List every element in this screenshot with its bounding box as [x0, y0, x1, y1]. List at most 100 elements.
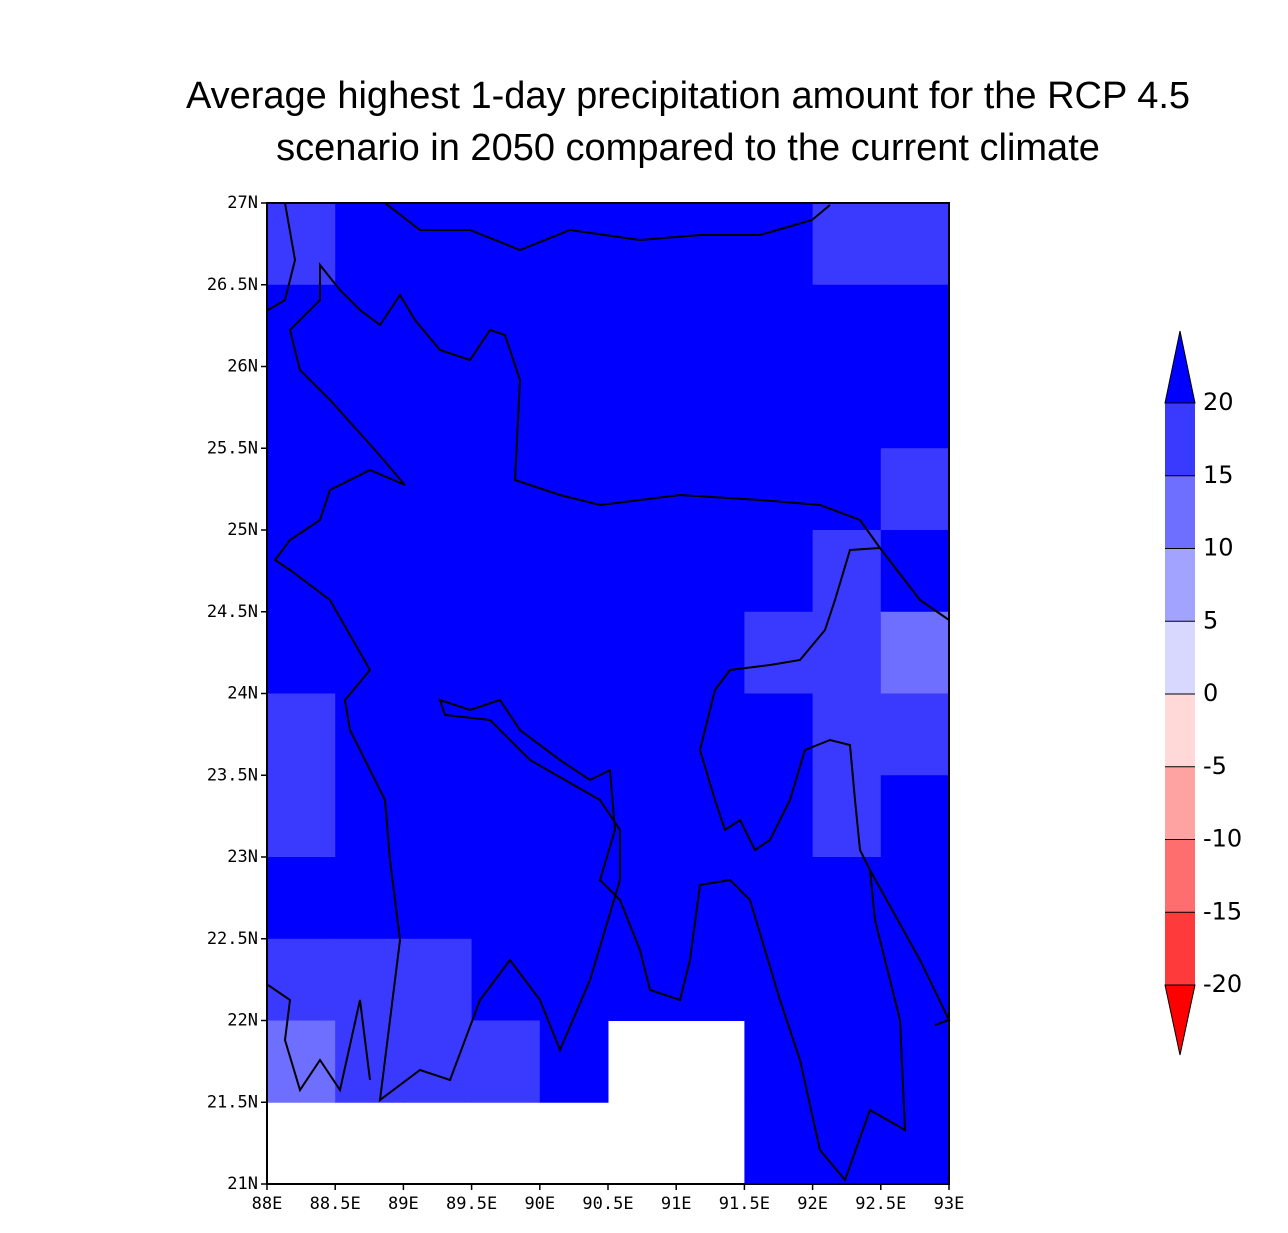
grid-cell — [471, 857, 541, 940]
grid-cell — [812, 530, 882, 613]
x-tick-label: 88E — [252, 1194, 283, 1214]
grid-cell — [403, 284, 473, 367]
grid-cell — [539, 857, 609, 940]
x-tick-label: 88.5E — [310, 1194, 361, 1214]
colorbar-label: 20 — [1203, 388, 1234, 416]
grid-cell — [812, 775, 882, 858]
grid-cell — [880, 611, 950, 694]
grid-cell — [744, 611, 814, 694]
grid-cell — [335, 366, 404, 449]
grid-cell — [403, 1020, 473, 1103]
y-tick-label: 24.5N — [207, 602, 258, 622]
colorbar-label: 10 — [1203, 534, 1234, 562]
grid-cell — [880, 857, 950, 940]
grid-cell — [471, 366, 541, 449]
y-tick-label: 21N — [227, 1174, 258, 1194]
x-tick-label: 91E — [661, 1194, 692, 1214]
x-tick-label: 90.5E — [582, 1194, 633, 1214]
grid-cell — [471, 1020, 541, 1103]
grid-cell — [608, 611, 677, 694]
grid-cell — [676, 857, 745, 940]
colorbar-label: -10 — [1203, 825, 1242, 853]
grid-cell — [403, 530, 473, 613]
grid-cell — [812, 366, 882, 449]
grid-cell — [676, 284, 745, 367]
grid-cell — [812, 284, 882, 367]
grid-cell — [267, 611, 336, 694]
grid-cell — [471, 448, 541, 531]
grid-cell — [335, 938, 404, 1021]
grid-cell — [880, 1102, 950, 1185]
x-tick-label: 91.5E — [719, 1194, 770, 1214]
grid-cell — [471, 938, 541, 1021]
grid-cell — [880, 1020, 950, 1103]
grid-cell — [812, 693, 882, 776]
grid-cell — [267, 693, 336, 776]
grid-cell — [744, 530, 814, 613]
grid-cell — [880, 448, 950, 531]
grid-cell — [880, 284, 950, 367]
chart-subtitle: scenario in 2050 compared to the current… — [276, 127, 1100, 169]
grid-cell — [403, 693, 473, 776]
grid-cell — [744, 857, 814, 940]
grid-cell — [267, 857, 336, 940]
colorbar-bin — [1165, 839, 1195, 913]
y-tick-label: 27N — [227, 193, 258, 213]
coastline — [267, 202, 951, 1182]
grid-cell — [403, 938, 473, 1021]
colorbar-arrow — [1164, 984, 1196, 1056]
grid-cell — [676, 530, 745, 613]
colorbar-bin — [1165, 475, 1195, 549]
grid-cell — [471, 611, 541, 694]
grid-cell — [744, 284, 814, 367]
grid-cell — [744, 366, 814, 449]
grid-cell — [608, 938, 677, 1021]
grid-cell — [539, 203, 609, 286]
grid-cell — [403, 448, 473, 531]
grid-cell — [812, 448, 882, 531]
grid-cell — [539, 448, 609, 531]
colorbar: -20 -15 -10 -5 0 5 10 15 20 — [1164, 330, 1242, 1056]
y-tick-label: 23.5N — [207, 765, 258, 785]
grid-cell — [335, 284, 404, 367]
grid-cell — [744, 938, 814, 1021]
grid-cell — [267, 938, 336, 1021]
colorbar-label: 0 — [1203, 679, 1218, 707]
grid-cell — [267, 530, 336, 613]
grid-cell — [880, 693, 950, 776]
grid-cell — [539, 611, 609, 694]
y-tick-label: 24N — [227, 684, 258, 704]
grid-cell — [608, 693, 677, 776]
y-tick-label: 22.5N — [207, 929, 258, 949]
colorbar-bin — [1165, 694, 1195, 767]
colorbar-bin — [1165, 766, 1195, 840]
grid-cell — [539, 775, 609, 858]
grid-cell — [608, 775, 677, 858]
grid-cell — [880, 530, 950, 613]
grid-cell — [335, 448, 404, 531]
grid-cells — [267, 203, 950, 1185]
grid-cell — [267, 775, 336, 858]
grid-cell — [812, 611, 882, 694]
grid-cell — [608, 366, 677, 449]
colorbar-label: -5 — [1203, 752, 1227, 780]
grid-cell — [744, 775, 814, 858]
y-tick-label: 26.5N — [207, 275, 258, 295]
grid-cell — [403, 857, 473, 940]
grid-cell — [676, 203, 745, 286]
colorbar-bin — [1165, 621, 1195, 694]
grid-cell — [676, 448, 745, 531]
y-tick-label: 25.5N — [207, 438, 258, 458]
x-tick-label: 89E — [388, 1194, 419, 1214]
grid-cell — [267, 366, 336, 449]
grid-cell — [335, 857, 404, 940]
grid-cell — [812, 938, 882, 1021]
grid-cell — [608, 530, 677, 613]
grid-cell — [539, 938, 609, 1021]
x-tick-label: 92.5E — [855, 1194, 906, 1214]
grid-cell — [335, 775, 404, 858]
grid-cell — [812, 1020, 882, 1103]
y-tick-label: 23N — [227, 847, 258, 867]
y-tick-label: 26N — [227, 357, 258, 377]
